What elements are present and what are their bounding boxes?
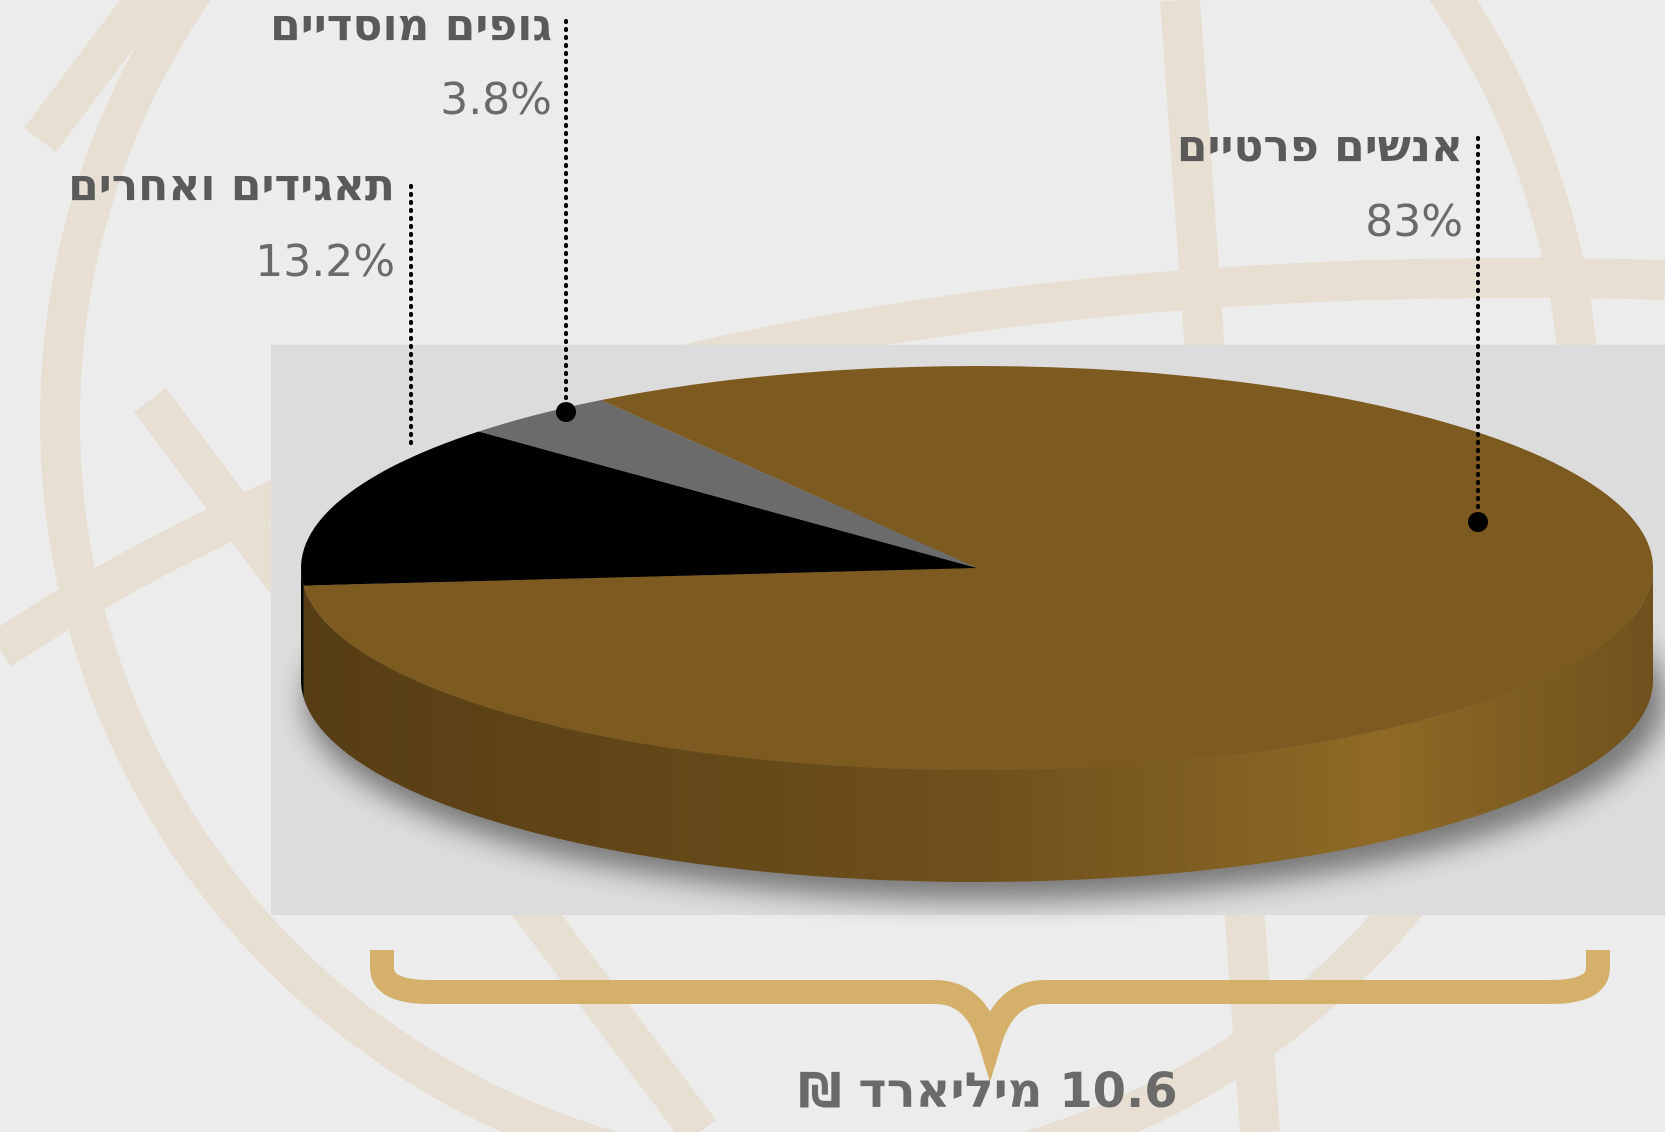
slice-name: תאגידים ואחרים (68, 160, 395, 211)
leader-dot (556, 402, 576, 422)
slice-value: 83% (1365, 196, 1463, 247)
pie (301, 365, 1653, 883)
total-label: 10.6 מיליארד ₪ (798, 1063, 1177, 1119)
pie-slice (303, 365, 1653, 770)
pie-side (303, 568, 1653, 883)
slice-value: 3.8% (440, 74, 552, 125)
leader-dot (1468, 512, 1488, 532)
slice-name: אנשים פרטיים (1177, 121, 1463, 172)
pie-side (301, 568, 304, 698)
labels: אנשים פרטיים 83% תאגידים ואחרים 13.2% גופים … (68, 0, 1488, 532)
brace (370, 950, 1610, 1082)
slice-value: 13.2% (255, 236, 395, 287)
slice-name: גופים מוסדיים (270, 0, 552, 51)
pie-slice (301, 431, 977, 586)
pie-slice (478, 400, 977, 568)
